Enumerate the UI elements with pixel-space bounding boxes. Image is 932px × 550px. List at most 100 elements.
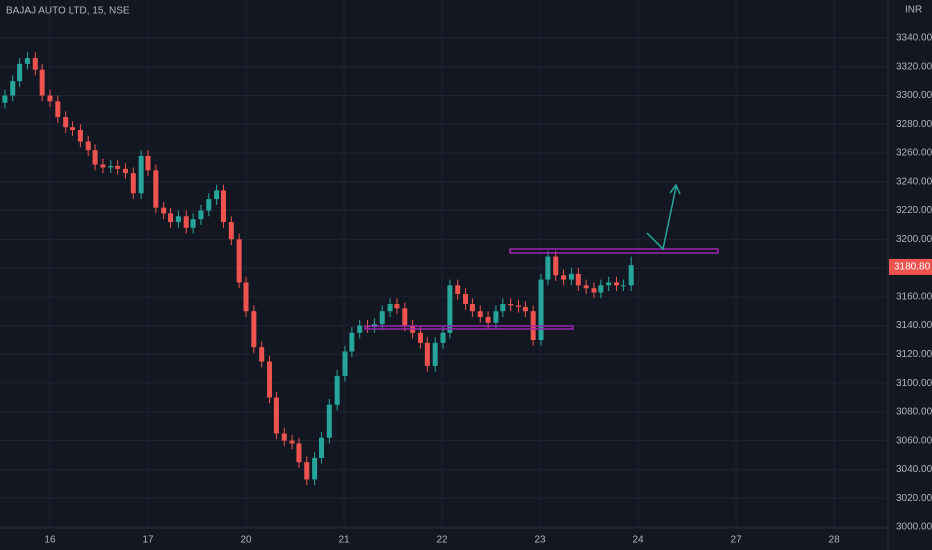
candle-body [614, 282, 620, 286]
candle-body [469, 304, 475, 312]
candle-body [10, 81, 16, 96]
candle-body [251, 311, 257, 348]
currency: INR [905, 5, 922, 16]
y-tick-label: 3160.00 [896, 291, 932, 302]
candle-body [312, 457, 318, 480]
candle-body [575, 273, 581, 286]
candle-body [583, 285, 589, 289]
candle-body [318, 437, 324, 458]
resistance-zone [509, 248, 719, 254]
candle-body [598, 285, 604, 293]
y-tick-label: 3020.00 [896, 493, 932, 504]
candle-body [553, 256, 559, 276]
candle-body [206, 199, 212, 211]
candle-body [115, 165, 121, 169]
candle-body [349, 332, 355, 352]
candle-body [32, 58, 38, 70]
x-tick-label: 27 [731, 535, 743, 546]
candle-body [39, 69, 45, 96]
candle-body [477, 311, 483, 317]
candle-body [342, 351, 348, 376]
candle-body [243, 282, 249, 312]
support-zone [364, 325, 574, 330]
candle-body [591, 288, 597, 293]
last-price-box [889, 258, 932, 275]
candle-body [304, 462, 310, 480]
candle-body [357, 325, 363, 333]
candle-body [379, 311, 385, 325]
candle-body [122, 168, 128, 174]
y-tick-label: 3280.00 [896, 119, 932, 130]
candle-body [47, 95, 53, 102]
candle-body [628, 265, 634, 286]
candle-body [108, 165, 114, 168]
candle-body [70, 127, 76, 131]
candle-body [77, 130, 83, 142]
y-tick-label: 3220.00 [896, 205, 932, 216]
candle-body [168, 213, 174, 223]
y-tick-label: 3080.00 [896, 407, 932, 418]
candle-body [2, 95, 8, 103]
candle-body [190, 219, 196, 228]
candle-body [432, 342, 438, 366]
candle-body [568, 273, 574, 280]
candle-body [175, 216, 181, 223]
grid [0, 0, 888, 528]
y-tick-label: 3120.00 [896, 349, 932, 360]
candle-body [500, 304, 506, 312]
candle-body [92, 150, 98, 165]
arrow-head [669, 183, 681, 195]
y-tick-label: 3100.00 [896, 378, 932, 389]
candle-body [508, 304, 514, 306]
candle-body [259, 347, 265, 362]
candle-body [24, 58, 30, 64]
candle-body [161, 207, 167, 214]
candle-body [417, 332, 423, 343]
y-tick-label: 3140.00 [896, 320, 932, 331]
y-tick-label: 3260.00 [896, 148, 932, 159]
y-tick-label: 3300.00 [896, 90, 932, 101]
candle-body [130, 173, 136, 194]
candle-body [153, 170, 159, 208]
candle-body [424, 342, 430, 366]
candle-body [55, 101, 61, 118]
x-tick-label: 23 [534, 535, 546, 546]
candle-body [63, 117, 69, 128]
candle-body [387, 304, 393, 312]
candle-body [236, 239, 242, 283]
chart-title: BAJAJ AUTO LTD, 15, NSE [6, 6, 130, 17]
y-tick-label: 3040.00 [896, 464, 932, 475]
candle-body [100, 164, 106, 168]
candle-body [493, 311, 499, 323]
candle-body [296, 443, 302, 463]
x-tick-label: 20 [240, 535, 252, 546]
y-tick-label: 3200.00 [896, 234, 932, 245]
y-tick-label: 3320.00 [896, 61, 932, 72]
candle-body [183, 216, 189, 228]
candle-body [447, 285, 453, 333]
candle-body [214, 190, 220, 200]
candle-body [273, 397, 279, 434]
x-tick-label: 17 [142, 535, 154, 546]
x-tick-label: 16 [44, 535, 56, 546]
y-tick-label: 3340.00 [896, 33, 932, 44]
candle-body [515, 305, 521, 307]
x-tick-label: 21 [338, 535, 350, 546]
candle-body [620, 285, 626, 287]
candle-body [228, 222, 234, 240]
x-tick-label: 22 [436, 535, 448, 546]
candle-body [606, 282, 612, 286]
candle-body [334, 375, 340, 405]
candle-body [485, 316, 491, 323]
last-price-label: 3180.80 [894, 262, 931, 273]
candle-body [440, 332, 446, 343]
candle-body [402, 308, 408, 326]
candle-body [394, 304, 400, 309]
candle-body [17, 63, 23, 82]
candle-body [138, 155, 144, 194]
x-tick-label: 28 [829, 535, 841, 546]
